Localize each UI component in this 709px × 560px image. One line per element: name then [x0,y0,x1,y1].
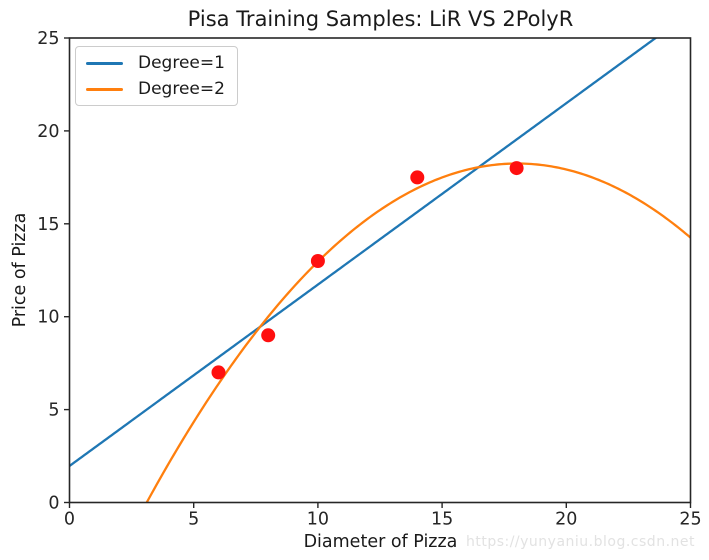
legend: Degree=1 Degree=2 [75,46,238,106]
x-tick-label: 10 [307,510,329,530]
y-tick-label: 5 [48,401,59,421]
axes-spines [68,37,692,504]
scatter-point [261,328,276,343]
watermark: https://yunyaniu.blog.csdn.net [465,534,695,550]
scatter-point [509,161,524,176]
legend-label-degree-1: Degree=1 [138,53,225,73]
x-axis-label: Diameter of Pizza [303,532,458,552]
y-tick-label: 0 [48,494,59,514]
scatter-point [410,170,425,185]
legend-label-degree-2: Degree=2 [138,79,225,99]
y-tick-label: 20 [37,122,59,142]
x-tick-label: 5 [188,510,199,530]
x-tick-label: 25 [679,510,701,530]
degree-2-line-swatch [86,87,123,91]
y-tick-label: 10 [37,308,59,328]
scatter-point [211,365,226,380]
x-tick-label: 20 [555,510,577,530]
x-tick-label: 15 [431,510,453,530]
x-tick-label: 0 [64,510,75,530]
legend-item-degree-1: Degree=1 [86,50,225,76]
y-tick-label: 25 [37,29,59,49]
y-tick-label: 15 [37,215,59,235]
chart-title: Pisa Training Samples: LiR VS 2PolyR [187,7,574,31]
legend-item-degree-2: Degree=2 [86,76,225,102]
series-line-degree-1 [69,38,658,468]
series-line-degree-2 [145,162,691,503]
y-axis-label: Price of Pizza [10,212,30,328]
scatter-point [310,254,325,268]
degree-1-line-swatch [86,61,123,65]
